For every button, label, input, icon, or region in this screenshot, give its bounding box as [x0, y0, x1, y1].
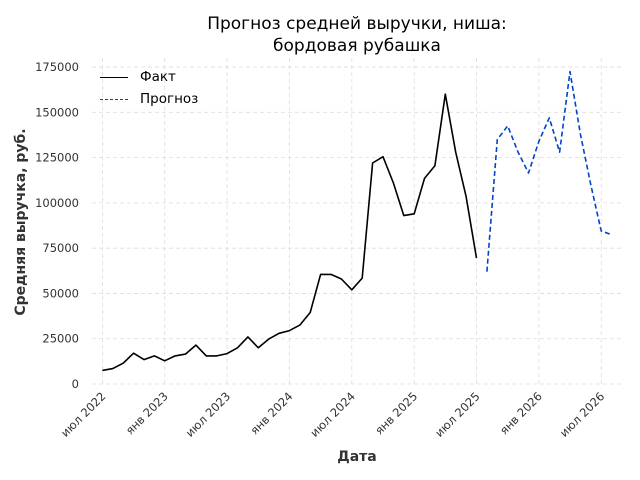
y-tick-label: 175000: [35, 60, 79, 74]
x-tick-label: июл 2025: [432, 389, 483, 440]
y-tick-label: 25000: [42, 332, 79, 346]
chart-title-line2: бордовая рубашка: [273, 36, 441, 56]
y-tick-label: 75000: [42, 241, 79, 255]
x-tick-label: янв 2026: [497, 389, 545, 437]
grid-lines: [92, 58, 622, 385]
x-tick-label: янв 2025: [372, 389, 420, 437]
x-tick-label: июл 2024: [307, 389, 358, 440]
series-line-forecast: [486, 70, 612, 272]
legend-label-forecast: Прогноз: [140, 91, 199, 107]
x-tick-label: янв 2024: [247, 389, 295, 437]
y-tick-label: 150000: [35, 105, 79, 119]
y-axis-ticks: 0 25000 50000 75000 100000 125000 150000 175000: [35, 60, 79, 391]
y-tick-label: 50000: [42, 286, 79, 300]
x-tick-label: июл 2022: [58, 389, 109, 440]
legend-item-fact: Факт: [100, 66, 198, 88]
series-lines: [102, 70, 612, 372]
legend-item-forecast: Прогноз: [100, 88, 198, 110]
y-tick-label: 100000: [35, 196, 79, 210]
legend-label-fact: Факт: [140, 69, 176, 85]
x-tick-label: янв 2023: [123, 389, 171, 437]
x-tick-label: июл 2026: [557, 389, 608, 440]
y-tick-label: 125000: [35, 151, 79, 165]
y-axis-label: Средняя выручка, руб.: [13, 128, 29, 316]
series-line-fact: [102, 93, 478, 372]
x-axis-ticks: июл 2022 янв 2023 июл 2023 янв 2024 июл 2024…: [58, 389, 607, 440]
legend: Факт Прогноз: [100, 66, 198, 110]
x-tick-label: июл 2023: [183, 389, 234, 440]
x-axis-label: Дата: [337, 449, 377, 465]
y-tick-label: 0: [72, 377, 79, 391]
legend-swatch-forecast: [100, 98, 128, 100]
chart-title-line1: Прогноз средней выручки, ниша:: [207, 14, 507, 34]
legend-swatch-fact: [100, 76, 128, 78]
